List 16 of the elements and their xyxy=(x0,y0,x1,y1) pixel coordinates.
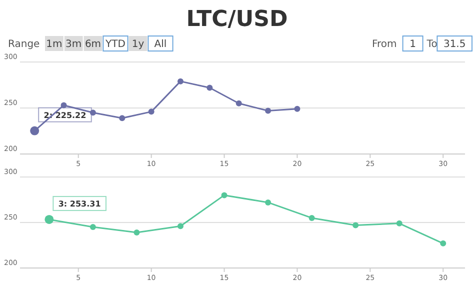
range-button: 6m xyxy=(84,36,102,51)
tooltip-box: 2: 225.22 xyxy=(38,107,92,122)
range-button: YTD xyxy=(102,36,128,52)
input-field: 1 xyxy=(402,36,424,52)
tooltip-box: 3: 253.31 xyxy=(52,196,106,211)
input-field: 31.5 xyxy=(436,36,472,52)
range-button: 3m xyxy=(64,36,83,51)
range-button: All xyxy=(148,36,174,52)
text: Range xyxy=(8,39,40,50)
text: From xyxy=(372,39,397,50)
range-button: 1m xyxy=(45,36,64,51)
annotation: 3: 253.31 xyxy=(58,199,102,208)
range-button: 1y xyxy=(128,36,148,51)
annotation: 2: 225.22 xyxy=(44,110,86,120)
chart-title: LTC/USD xyxy=(186,7,288,32)
text: To xyxy=(426,39,438,50)
